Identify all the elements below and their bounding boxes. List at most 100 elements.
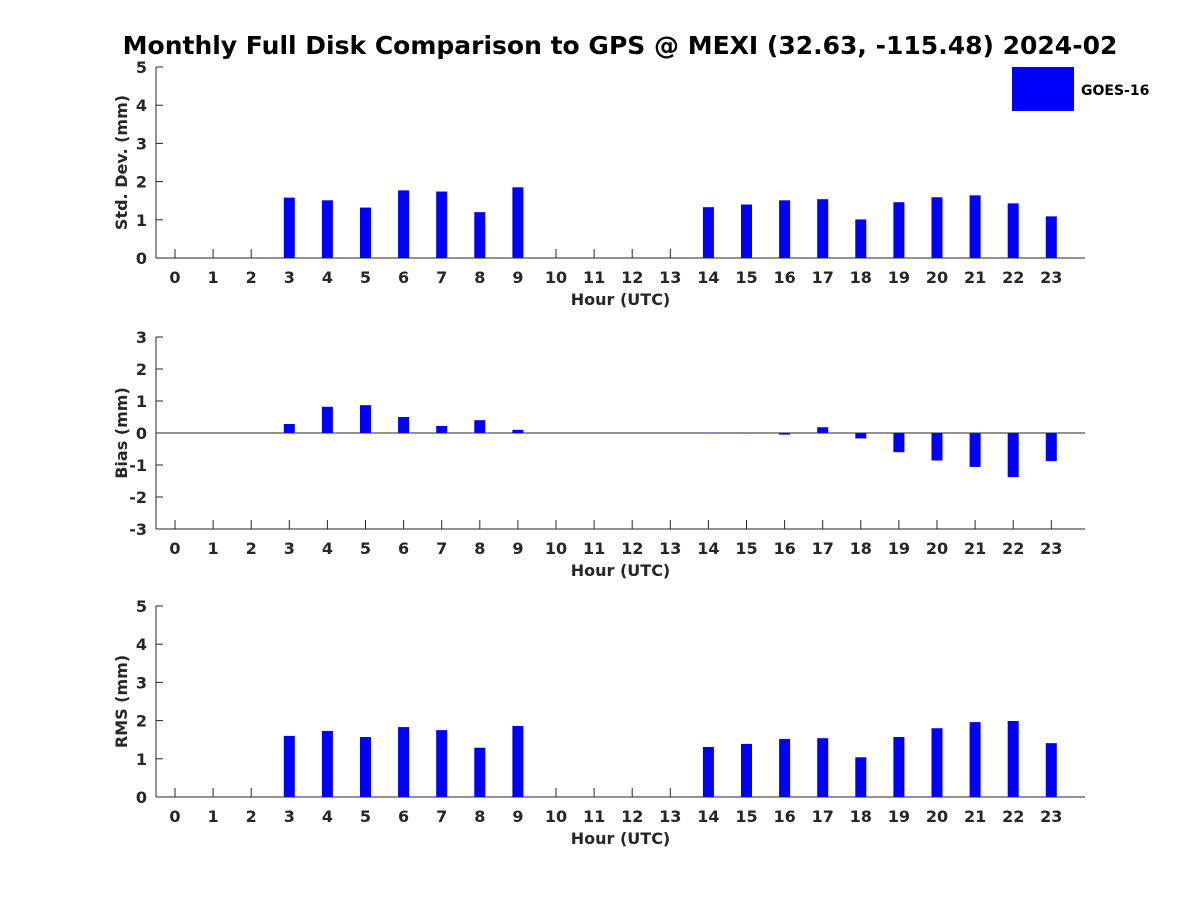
x-tick-label: 7 [436, 539, 447, 558]
x-tick-label: 5 [360, 807, 371, 826]
y-tick-label: 2 [136, 360, 147, 379]
bar-hour-8 [474, 420, 486, 433]
x-tick-label: 3 [284, 807, 295, 826]
bar-hour-23 [1045, 743, 1057, 797]
y-tick-label: 3 [136, 328, 147, 347]
x-tick-label: 19 [888, 539, 910, 558]
x-tick-label: 19 [888, 268, 910, 287]
bar-hour-14 [702, 746, 714, 797]
bar-hour-9 [512, 187, 524, 258]
x-tick-label: 0 [169, 268, 180, 287]
x-axis-label: Hour (UTC) [571, 829, 671, 848]
y-axis-label: Bias (mm) [112, 387, 131, 479]
x-tick-label: 18 [850, 268, 872, 287]
bar-hour-5 [360, 737, 371, 797]
bar-hour-22 [1007, 720, 1019, 797]
x-tick-label: 13 [659, 807, 681, 826]
x-tick-label: 9 [512, 807, 523, 826]
bar-hour-15 [741, 743, 752, 797]
x-tick-label: 10 [545, 807, 567, 826]
y-axis-label: RMS (mm) [112, 655, 131, 748]
x-tick-label: 9 [512, 539, 523, 558]
bar-hour-17 [817, 738, 829, 797]
x-tick-label: 13 [659, 268, 681, 287]
bar-hour-19 [893, 202, 905, 258]
y-tick-label: -1 [129, 456, 147, 475]
x-tick-label: 21 [964, 268, 986, 287]
x-tick-label: 17 [812, 268, 834, 287]
y-axis-label: Std. Dev. (mm) [112, 95, 131, 230]
bar-hour-22 [1007, 433, 1019, 478]
x-tick-label: 20 [926, 807, 948, 826]
x-tick-label: 0 [169, 539, 180, 558]
x-tick-label: 10 [545, 268, 567, 287]
x-tick-label: 12 [621, 807, 643, 826]
y-tick-label: 5 [136, 58, 147, 77]
bar-hour-15 [741, 204, 752, 258]
x-tick-label: 8 [474, 268, 485, 287]
x-tick-label: 10 [545, 539, 567, 558]
x-tick-label: 6 [398, 807, 409, 826]
bar-hour-20 [931, 728, 943, 797]
bar-hour-21 [969, 433, 981, 467]
x-tick-label: 13 [659, 539, 681, 558]
bar-hour-3 [283, 735, 295, 797]
bar-hour-20 [931, 433, 943, 461]
x-tick-label: 21 [964, 539, 986, 558]
x-tick-label: 14 [697, 807, 719, 826]
x-tick-label: 8 [474, 539, 485, 558]
x-tick-label: 19 [888, 807, 910, 826]
y-tick-label: 5 [136, 597, 147, 616]
x-tick-label: 4 [322, 539, 333, 558]
x-tick-label: 12 [621, 268, 643, 287]
x-tick-label: 23 [1040, 807, 1062, 826]
x-tick-label: 17 [812, 539, 834, 558]
x-tick-label: 6 [398, 539, 409, 558]
x-tick-label: 16 [773, 539, 795, 558]
bar-hour-7 [436, 191, 448, 258]
x-tick-label: 22 [1002, 807, 1024, 826]
x-tick-label: 1 [208, 268, 219, 287]
x-axis-label: Hour (UTC) [571, 561, 671, 580]
x-tick-label: 4 [322, 807, 333, 826]
x-tick-label: 14 [697, 539, 719, 558]
bar-hour-3 [283, 424, 295, 433]
x-tick-label: 0 [169, 807, 180, 826]
x-tick-label: 9 [512, 268, 523, 287]
x-tick-label: 5 [360, 539, 371, 558]
legend-label: GOES-16 [1081, 83, 1149, 99]
chart-title: Monthly Full Disk Comparison to GPS @ ME… [123, 31, 1118, 60]
x-tick-label: 15 [735, 539, 757, 558]
y-tick-label: -2 [129, 488, 147, 507]
y-tick-label: 0 [136, 249, 147, 268]
x-tick-label: 15 [735, 807, 757, 826]
bar-hour-4 [321, 200, 333, 258]
y-tick-label: 1 [136, 211, 147, 230]
x-tick-label: 11 [583, 807, 605, 826]
bar-hour-22 [1007, 203, 1019, 258]
x-tick-label: 21 [964, 807, 986, 826]
bar-hour-3 [283, 197, 295, 258]
y-tick-label: 4 [136, 635, 147, 654]
x-tick-label: 20 [926, 539, 948, 558]
bar-hour-16 [779, 200, 791, 258]
x-tick-label: 3 [284, 539, 295, 558]
x-tick-label: 2 [246, 807, 257, 826]
x-tick-label: 4 [322, 268, 333, 287]
y-tick-label: 0 [136, 424, 147, 443]
x-tick-label: 11 [583, 268, 605, 287]
bar-hour-23 [1045, 433, 1057, 462]
x-tick-label: 6 [398, 268, 409, 287]
x-tick-label: 11 [583, 539, 605, 558]
x-tick-label: 22 [1002, 268, 1024, 287]
bar-hour-9 [512, 725, 524, 797]
bar-hour-7 [436, 730, 448, 797]
x-tick-label: 1 [208, 539, 219, 558]
bar-hour-18 [855, 433, 867, 439]
bar-hour-17 [817, 199, 829, 258]
bar-hour-5 [360, 207, 371, 258]
